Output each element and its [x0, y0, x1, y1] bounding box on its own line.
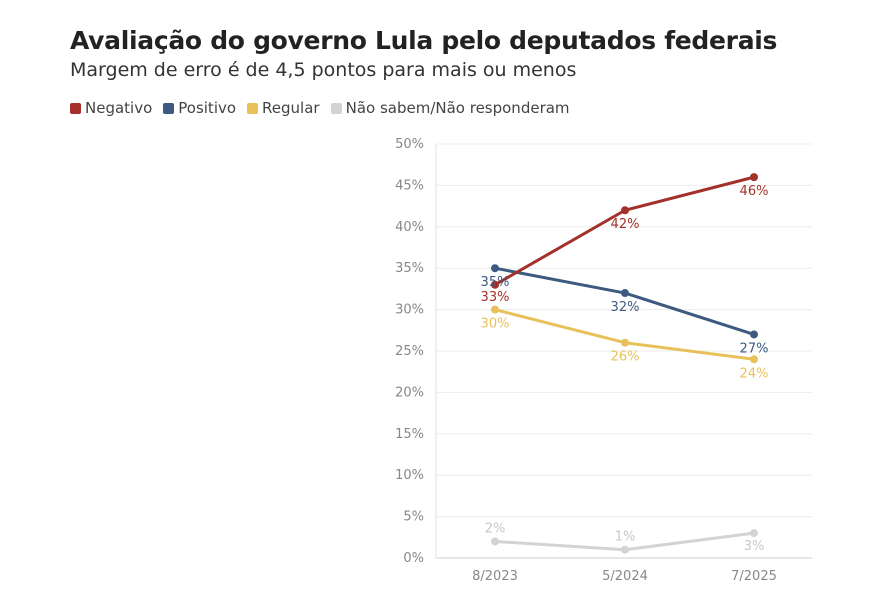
legend-swatch-negativo [70, 102, 81, 114]
data-label: 27% [740, 341, 769, 356]
x-tick-label: 5/2024 [602, 569, 648, 584]
x-tick-label: 7/2025 [731, 569, 777, 584]
y-tick-label: 10% [395, 468, 424, 483]
y-tick-label: 35% [395, 261, 424, 276]
y-tick-label: 25% [395, 344, 424, 359]
data-point [491, 305, 499, 314]
data-point [621, 545, 629, 554]
data-label: 3% [744, 539, 765, 554]
chart-subtitle: Margem de erro é de 4,5 pontos para mais… [70, 59, 577, 81]
data-point [491, 280, 499, 289]
data-label: 33% [481, 290, 510, 305]
data-label: 2% [485, 521, 506, 536]
data-label: 32% [611, 300, 640, 315]
data-point [491, 537, 499, 546]
data-point [621, 338, 629, 347]
data-point [621, 206, 629, 215]
data-label: 46% [740, 184, 769, 199]
legend-swatch-positivo [163, 102, 175, 114]
legend-label-positivo: Positivo [178, 99, 237, 117]
legend: Negativo Positivo Regular Não sabem/Não … [70, 99, 570, 117]
y-tick-label: 15% [395, 427, 424, 442]
data-label: 42% [611, 217, 640, 232]
legend-label-nao-sabem: Não sabem/Não responderam [345, 99, 570, 117]
y-tick-label: 30% [395, 303, 424, 318]
y-tick-label: 45% [395, 178, 424, 193]
data-point [491, 264, 499, 273]
legend-label-negativo: Negativo [85, 99, 153, 117]
data-point [750, 330, 758, 339]
y-tick-label: 50% [395, 137, 424, 152]
legend-swatch-regular [247, 102, 259, 114]
x-tick-label: 8/2023 [472, 569, 518, 584]
y-tick-label: 40% [395, 220, 424, 235]
legend-item-positivo[interactable]: Positivo [163, 99, 236, 117]
y-tick-label: 0% [403, 551, 424, 566]
data-label: 24% [740, 366, 769, 381]
data-point [750, 355, 758, 364]
y-tick-label: 20% [395, 385, 424, 400]
legend-swatch-nao-sabem [330, 102, 342, 114]
data-point [750, 173, 758, 182]
y-tick-label: 5% [403, 510, 424, 525]
legend-label-regular: Regular [262, 99, 320, 117]
data-label: 1% [615, 530, 636, 545]
data-point [750, 529, 758, 538]
legend-item-nao-sabem[interactable]: Não sabem/Não responderam [330, 99, 570, 117]
data-label: 26% [611, 350, 640, 365]
legend-item-negativo[interactable]: Negativo [70, 99, 152, 117]
legend-item-regular[interactable]: Regular [247, 99, 320, 117]
data-label: 35% [481, 275, 510, 290]
data-label: 30% [481, 317, 510, 332]
chart-title: Avaliação do governo Lula pelo deputados… [70, 26, 778, 55]
data-point [621, 289, 629, 298]
